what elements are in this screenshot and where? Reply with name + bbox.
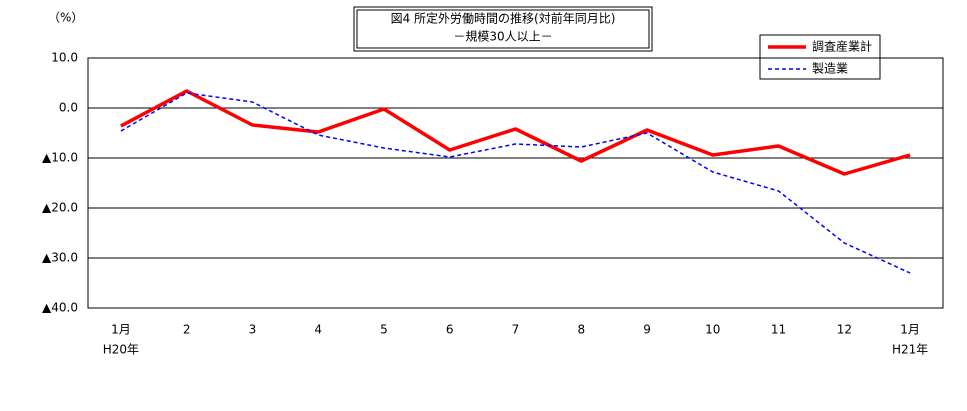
- x-tick-label: 11: [771, 323, 786, 337]
- y-tick-label: ▲40.0: [42, 301, 78, 315]
- x-tick-sublabel: H21年: [892, 343, 928, 357]
- x-tick-label: 6: [446, 323, 454, 337]
- legend-label: 製造業: [812, 62, 848, 76]
- x-tick-sublabel: H20年: [103, 343, 139, 357]
- y-tick-label: ▲30.0: [42, 251, 78, 265]
- title-box: [353, 6, 653, 52]
- x-tick-label: 4: [314, 323, 322, 337]
- series-line: [120, 89, 911, 176]
- x-tick-label: 1月: [900, 323, 920, 337]
- chart-title: 図4 所定外労働時間の推移(対前年同月比): [391, 11, 616, 26]
- x-tick-label: 2: [183, 323, 191, 337]
- legend-box: [759, 34, 881, 80]
- y-tick-label: ▲10.0: [42, 151, 78, 165]
- x-tick-label: 7: [512, 323, 520, 337]
- x-tick-label: 12: [837, 323, 852, 337]
- x-tick-label: 5: [380, 323, 388, 337]
- y-tick-label: ▲20.0: [42, 201, 78, 215]
- x-tick-label: 8: [577, 323, 585, 337]
- plot-area: [87, 57, 944, 309]
- series-line: [120, 92, 911, 274]
- legend-label: 調査産業計: [812, 39, 872, 54]
- x-tick-label: 1月: [111, 323, 131, 337]
- title-box-inner: [356, 9, 650, 49]
- y-unit: （%）: [48, 11, 83, 25]
- y-tick-label: 0.0: [59, 101, 78, 115]
- x-tick-label: 3: [249, 323, 257, 337]
- chart-subtitle: －規模30人以上－: [453, 29, 552, 44]
- x-tick-label: 9: [643, 323, 651, 337]
- x-tick-label: 10: [705, 323, 720, 337]
- y-tick-label: 10.0: [51, 51, 78, 65]
